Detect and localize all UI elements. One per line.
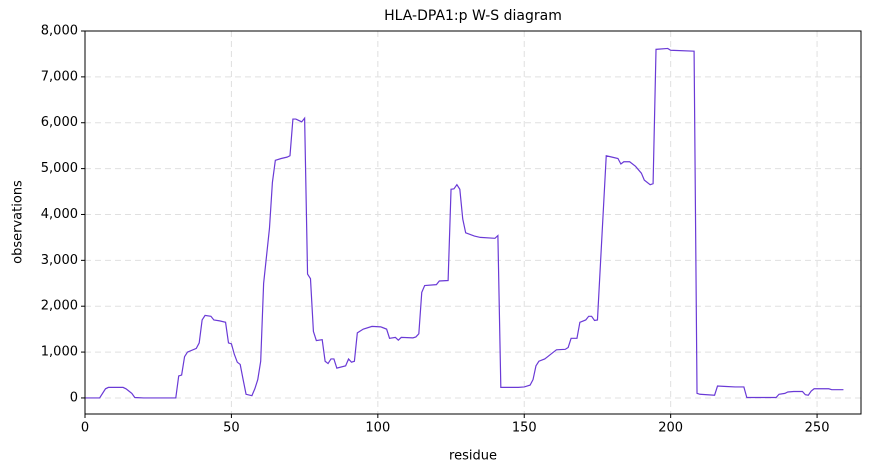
chart-title: HLA-DPA1:p W-S diagram [384, 8, 562, 24]
y-axis-label: observations [11, 180, 26, 264]
y-tick-label: 3,000 [41, 253, 78, 268]
data-line [85, 47, 844, 399]
x-tick-label: 100 [365, 421, 390, 436]
y-tick-label: 8,000 [41, 24, 78, 39]
x-axis-label: residue [449, 449, 497, 464]
y-tick-label: 2,000 [41, 299, 78, 314]
y-tick-label: 5,000 [41, 161, 78, 176]
x-tick-label: 250 [805, 421, 830, 436]
y-tick-label: 4,000 [41, 207, 78, 222]
y-tick-label: 1,000 [41, 345, 78, 360]
x-tick-label: 150 [512, 421, 537, 436]
plot-frame [84, 30, 862, 415]
y-tick-label: 6,000 [41, 115, 78, 130]
x-tick-label: 50 [223, 421, 240, 436]
x-tick-label: 0 [81, 421, 89, 436]
y-tick-label: 0 [70, 390, 78, 405]
y-tick-label: 7,000 [41, 69, 78, 84]
x-tick-label: 200 [658, 421, 683, 436]
